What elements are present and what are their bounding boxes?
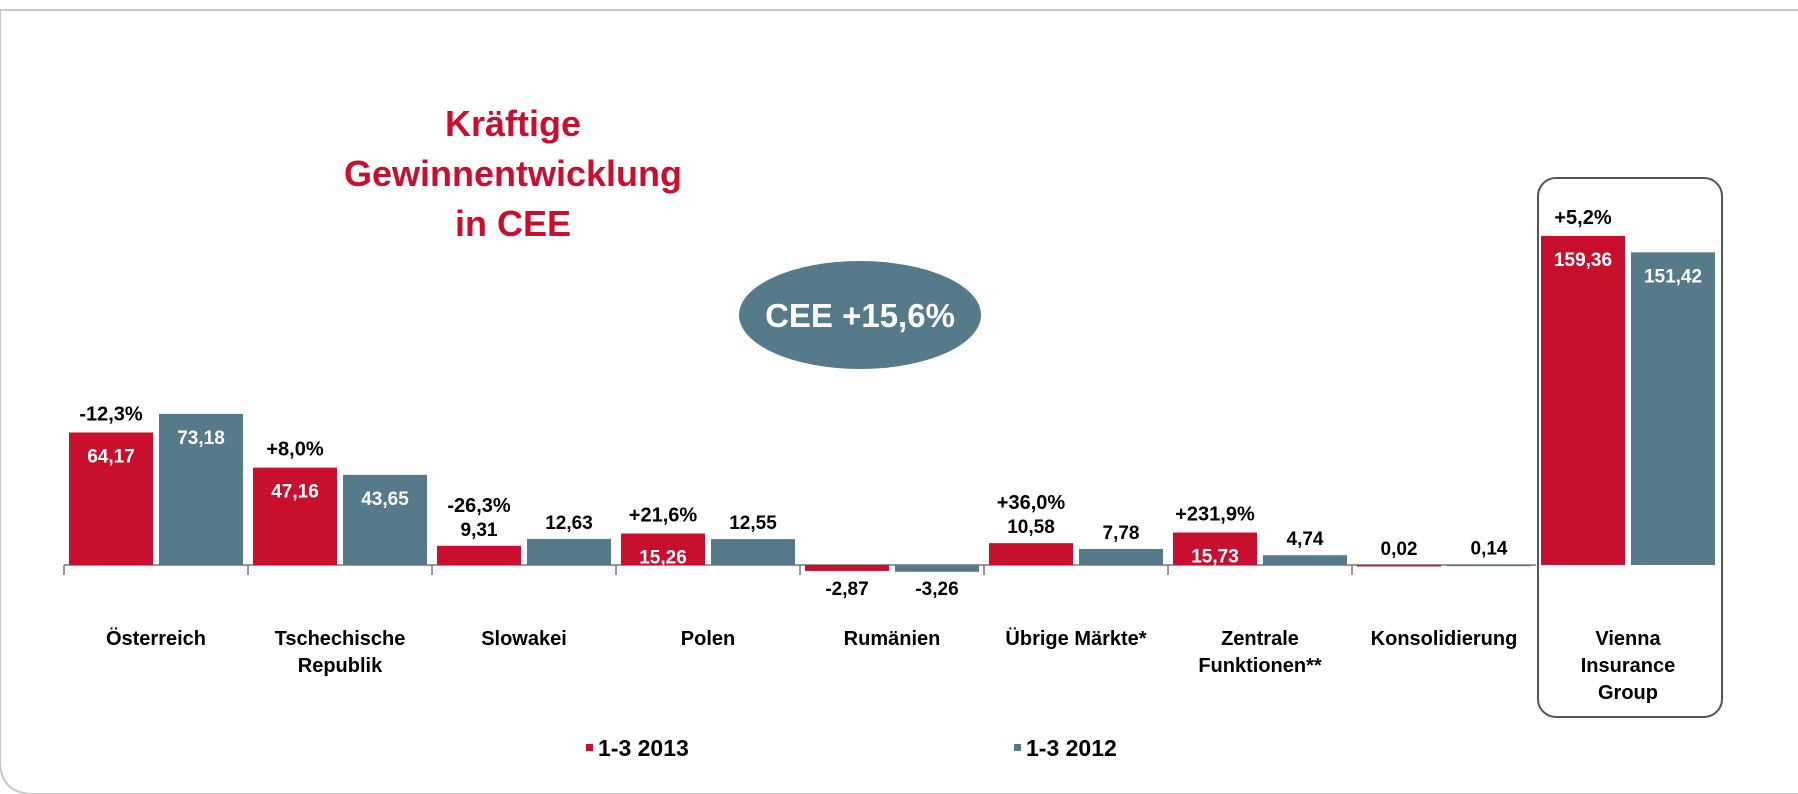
change-label: +21,6% — [629, 504, 698, 526]
legend-swatch — [586, 744, 593, 751]
change-label: +5,2% — [1554, 207, 1611, 229]
bar — [1263, 555, 1347, 565]
x-tick-label: Rumänien — [844, 628, 941, 650]
bar — [437, 545, 521, 565]
chart-title: Kräftige Gewinnentwicklung in CEE — [344, 103, 682, 244]
x-tick-label: Österreich — [106, 627, 206, 650]
x-tick-label: Übrige Märkte* — [1005, 627, 1146, 650]
data-label: 15,73 — [1191, 547, 1239, 568]
change-label: +36,0% — [997, 492, 1066, 514]
badge-text: CEE +15,6% — [765, 297, 955, 334]
bar — [343, 474, 427, 565]
bar — [1173, 532, 1257, 565]
bar — [159, 413, 243, 565]
x-tick-label: Polen — [681, 628, 735, 650]
bar — [1079, 548, 1163, 565]
x-tick-label: Slowakei — [481, 628, 567, 650]
x-tick-label: Vienna — [1595, 628, 1661, 650]
bar — [69, 432, 153, 565]
data-label: 15,26 — [639, 547, 687, 568]
data-label: -3,26 — [915, 579, 958, 600]
data-label: 12,63 — [545, 513, 593, 534]
bar — [1631, 252, 1715, 566]
legend-label: 1-3 2012 — [1026, 735, 1117, 761]
highlight-box — [1537, 177, 1723, 718]
change-label: +231,9% — [1175, 504, 1255, 526]
data-label: 0,14 — [1471, 539, 1508, 560]
legend-label: 1-3 2013 — [598, 735, 689, 761]
data-label: 12,55 — [729, 513, 777, 534]
data-label: 47,16 — [271, 482, 319, 503]
x-tick-label: Republik — [298, 655, 383, 677]
title-line: Gewinnentwicklung — [344, 153, 682, 194]
data-label: -2,87 — [825, 579, 868, 600]
title-line: Kräftige — [445, 103, 581, 144]
data-label: 10,58 — [1007, 517, 1055, 538]
frame — [0, 9, 1798, 794]
data-label: 73,18 — [177, 428, 225, 449]
title-line: in CEE — [455, 203, 571, 244]
bar — [1357, 564, 1441, 567]
data-label: 7,78 — [1103, 523, 1140, 544]
bar — [1447, 564, 1531, 567]
bar — [989, 543, 1073, 565]
change-label: -12,3% — [79, 403, 143, 425]
x-tick-label: Tschechische — [275, 628, 406, 650]
bar — [805, 565, 889, 571]
bar — [1541, 235, 1625, 565]
bar — [621, 533, 705, 565]
x-tick-label: Funktionen** — [1198, 655, 1322, 677]
data-label: 4,74 — [1287, 529, 1324, 550]
x-tick-label: Group — [1598, 682, 1658, 704]
bar — [527, 538, 611, 565]
x-tick-label: Insurance — [1581, 655, 1675, 677]
change-label: -26,3% — [447, 495, 511, 517]
data-label: 9,31 — [461, 520, 498, 541]
bar — [711, 539, 795, 565]
data-label: 159,36 — [1554, 250, 1612, 271]
x-tick-label: Konsolidierung — [1371, 628, 1518, 650]
data-label: 151,42 — [1644, 266, 1702, 287]
bar — [253, 467, 337, 565]
data-label: 0,02 — [1381, 539, 1418, 560]
change-label: +8,0% — [266, 439, 323, 461]
data-label: 64,17 — [87, 446, 135, 467]
data-label: 43,65 — [361, 489, 409, 510]
bar — [895, 565, 979, 572]
badge — [739, 261, 981, 369]
x-tick-label: Zentrale — [1221, 628, 1299, 650]
legend-swatch — [1014, 744, 1021, 751]
